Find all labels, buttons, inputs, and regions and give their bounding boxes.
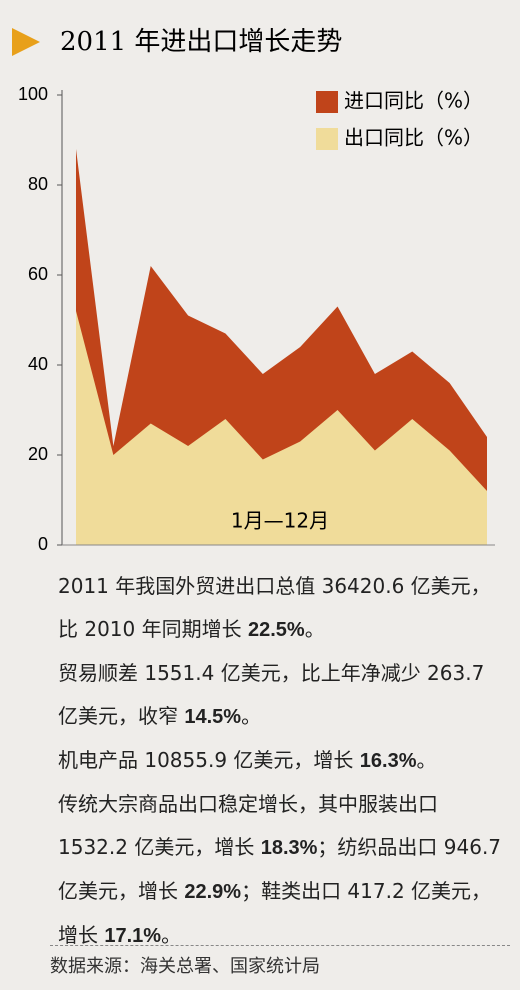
chart: 2011 年进出口增长走势 0 20 40 60 80 100 1月—12月 进口同比（%） 出… [12, 27, 495, 554]
note-text: 传统大宗商品出口稳定增长，其中服装出口 1532.2 亿美元，增长 [58, 792, 438, 859]
note-text: ；纺织品出口 946.7 亿美元，增长 [58, 835, 502, 903]
note-highlight: 22.5% [247, 619, 305, 641]
note-text: 2011 年我国外贸进出口总值 36420.6 亿美元，比 2010 年同期增长 [58, 574, 491, 641]
legend-label: 进口同比（%） [344, 89, 483, 113]
note-paragraph: 贸易顺差 1551.4 亿美元，比上年净减少 263.7 亿美元，收窄 14.5… [58, 652, 510, 739]
area [76, 311, 487, 545]
y-tick-label: 20 [28, 444, 48, 464]
note-highlight: 16.3% [359, 750, 417, 772]
y-tick-label: 40 [28, 354, 48, 374]
note-highlight: 14.5% [184, 706, 242, 728]
note-highlight: 17.1% [104, 925, 162, 947]
y-tick-label: 0 [38, 534, 48, 554]
x-axis-label: 1月—12月 [231, 509, 329, 533]
title-marker [12, 28, 40, 56]
note-text: 机电产品 10855.9 亿美元，增长 [58, 748, 360, 772]
y-tick-label: 100 [18, 84, 48, 104]
note-highlight: 22.9% [184, 881, 242, 903]
note-text: 贸易顺差 1551.4 亿美元，比上年净减少 263.7 亿美元，收窄 [58, 661, 485, 728]
note-paragraph: 机电产品 10855.9 亿美元，增长 16.3%。 [58, 739, 510, 783]
note-paragraph: 传统大宗商品出口稳定增长，其中服装出口 1532.2 亿美元，增长 18.3%；… [58, 783, 510, 958]
note-text: 。 [241, 704, 262, 728]
notes: 2011 年我国外贸进出口总值 36420.6 亿美元，比 2010 年同期增长… [58, 565, 510, 958]
note-paragraph: 2011 年我国外贸进出口总值 36420.6 亿美元，比 2010 年同期增长… [58, 565, 510, 652]
note-text: 。 [161, 923, 182, 947]
y-tick-label: 60 [28, 264, 48, 284]
note-text: ；鞋类出口 417.2 亿美元，增长 [58, 879, 492, 947]
note-text: 。 [304, 617, 325, 641]
legend-label: 出口同比（%） [344, 126, 483, 150]
chart-title: 2011 年进出口增长走势 [60, 27, 342, 57]
y-tick-label: 80 [28, 174, 48, 194]
source: 数据来源：海关总署、国家统计局 [50, 945, 510, 978]
note-highlight: 18.3% [260, 837, 318, 859]
legend-swatch [316, 128, 338, 150]
note-text: 。 [416, 748, 437, 772]
legend-swatch [316, 91, 338, 113]
